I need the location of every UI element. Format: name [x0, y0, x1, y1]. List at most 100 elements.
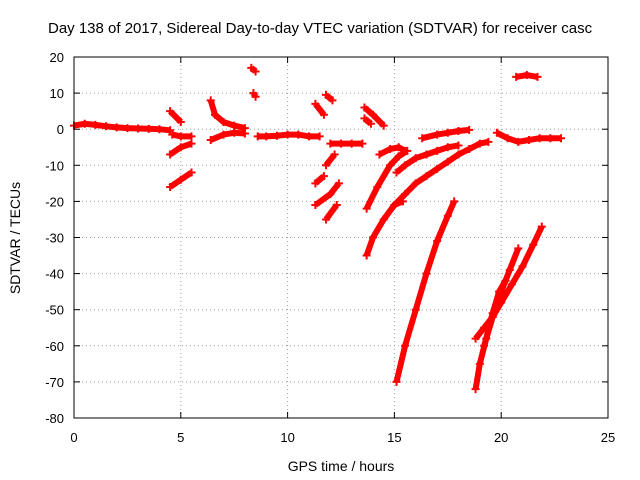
series-arc-17	[326, 139, 367, 148]
data-point	[492, 128, 501, 137]
series-arc-2	[168, 130, 196, 141]
data-point	[155, 125, 164, 134]
data-point	[488, 312, 497, 321]
data-point	[475, 359, 484, 368]
data-point	[253, 132, 262, 141]
x-tick-label: 0	[70, 430, 77, 445]
data-point	[418, 134, 427, 143]
data-point	[230, 121, 239, 130]
x-tick-label: 10	[280, 430, 294, 445]
chart-title: Day 138 of 2017, Sidereal Day-to-day VTE…	[48, 20, 593, 37]
data-point	[166, 126, 175, 135]
data-point	[433, 146, 442, 155]
data-point	[187, 168, 196, 177]
series-arc-16	[322, 150, 339, 170]
data-point	[379, 121, 388, 130]
data-point	[123, 124, 132, 133]
data-point	[503, 134, 512, 143]
data-point	[326, 139, 335, 148]
data-point	[512, 72, 521, 81]
series-arc-14	[311, 179, 343, 210]
data-point	[443, 143, 452, 152]
data-point	[507, 280, 516, 289]
data-point	[505, 265, 514, 274]
data-point	[166, 182, 175, 191]
data-point	[454, 141, 463, 150]
data-point	[535, 134, 544, 143]
data-point	[311, 99, 320, 108]
data-point	[471, 334, 480, 343]
series-arc-26	[392, 197, 459, 386]
data-point	[134, 124, 143, 133]
data-point	[480, 341, 489, 350]
data-point	[450, 197, 459, 206]
data-point	[334, 179, 343, 188]
y-tick-label: -20	[45, 194, 64, 209]
series-arc-20	[375, 143, 410, 159]
series-arc-23	[390, 137, 493, 210]
data-point	[401, 341, 410, 350]
data-point	[166, 150, 175, 159]
data-point	[422, 150, 431, 159]
series-line	[209, 129, 246, 143]
y-tick-label: -10	[45, 158, 64, 173]
data-point	[102, 122, 111, 131]
data-point	[411, 179, 420, 188]
data-point	[187, 139, 196, 148]
series-arc-24	[392, 141, 463, 177]
data-point	[514, 137, 523, 146]
series-arc-12	[322, 90, 337, 105]
y-tick-label: -60	[45, 339, 64, 354]
data-point	[230, 128, 239, 137]
series-arc-18	[360, 103, 388, 130]
series-arc-1	[70, 119, 175, 135]
data-point	[319, 110, 328, 119]
y-tick-label: -40	[45, 267, 64, 282]
series-arc-19	[360, 114, 375, 128]
series-arc-5	[166, 168, 196, 191]
data-point	[319, 172, 328, 181]
series-arc-3	[166, 107, 185, 126]
data-point	[443, 211, 452, 220]
data-point	[251, 92, 260, 101]
y-tick-label: -30	[45, 231, 64, 246]
y-axis-label: SDTVAR / TECUs	[7, 182, 23, 294]
data-point	[401, 190, 410, 199]
x-tick-label: 20	[494, 430, 508, 445]
data-point	[362, 204, 371, 213]
data-point	[322, 161, 331, 170]
data-point	[390, 201, 399, 210]
series-arc-25	[418, 125, 474, 143]
data-point	[80, 119, 89, 128]
data-point	[187, 132, 196, 141]
data-point	[373, 182, 382, 191]
data-point	[311, 179, 320, 188]
data-point	[411, 305, 420, 314]
data-point	[401, 161, 410, 170]
data-point	[379, 215, 388, 224]
data-point	[433, 237, 442, 246]
data-point	[311, 201, 320, 210]
data-point	[422, 172, 431, 181]
data-point	[247, 63, 256, 72]
series-arc-21	[362, 146, 412, 213]
data-point	[497, 287, 506, 296]
data-point	[403, 146, 412, 155]
series-arc-27	[471, 222, 546, 343]
data-point	[392, 377, 401, 386]
series-line	[313, 173, 326, 186]
y-tick-label: -80	[45, 411, 64, 426]
data-point	[454, 127, 463, 136]
data-point	[337, 139, 345, 148]
data-point	[332, 201, 341, 210]
data-point	[112, 123, 121, 132]
data-point	[144, 124, 153, 133]
y-tick-label: 0	[57, 122, 64, 137]
data-point	[206, 136, 215, 145]
data-point	[514, 244, 523, 253]
data-point	[360, 103, 369, 112]
data-point	[166, 107, 175, 116]
data-point	[330, 150, 339, 159]
data-point	[386, 145, 395, 154]
